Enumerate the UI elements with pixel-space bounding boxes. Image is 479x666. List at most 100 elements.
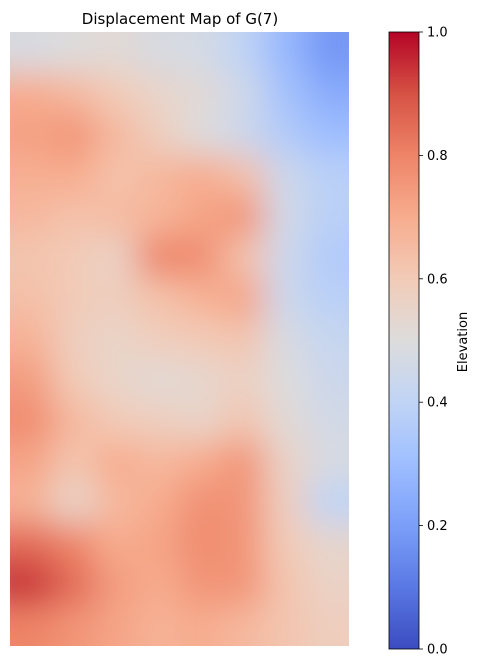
colorbar-tick-label: 0.8 xyxy=(427,149,448,164)
heatmap-cell xyxy=(179,195,223,238)
heatmap-cell xyxy=(306,318,349,360)
heatmap-cell xyxy=(264,523,308,565)
heatmap-cell xyxy=(52,113,96,156)
heatmap-cell xyxy=(10,441,53,483)
heatmap-cell xyxy=(179,523,223,565)
heatmap-cell xyxy=(94,154,138,197)
heatmap-cell xyxy=(137,195,181,238)
heatmap-cell xyxy=(52,318,96,360)
heatmap-cell xyxy=(52,154,96,197)
heatmap-cell xyxy=(221,195,265,238)
heatmap-cell xyxy=(94,195,138,238)
heatmap-cell xyxy=(10,154,53,197)
heatmap-cell xyxy=(52,605,96,646)
heatmap-cell xyxy=(137,482,181,524)
heatmap-cell xyxy=(264,564,308,606)
heatmap-cell xyxy=(179,605,223,646)
heatmap-cell xyxy=(94,523,138,565)
heatmap-cell xyxy=(221,113,265,156)
heatmap-cell xyxy=(10,605,53,646)
heatmap-cell xyxy=(52,400,96,442)
heatmap-cell xyxy=(10,72,53,115)
heatmap-cell xyxy=(94,482,138,524)
heatmap-cell xyxy=(94,605,138,646)
heatmap-cell xyxy=(264,32,308,74)
colorbar-tick-label: 0.4 xyxy=(427,396,448,411)
heatmap-cell xyxy=(10,400,53,442)
heatmap-cell xyxy=(94,441,138,483)
heatmap-cell xyxy=(306,113,349,156)
heatmap-cell xyxy=(264,318,308,360)
heatmap-cell xyxy=(52,482,96,524)
heatmap-cell xyxy=(137,523,181,565)
colorbar-gradient xyxy=(388,31,420,650)
heatmap-cell xyxy=(94,72,138,115)
heatmap-cell xyxy=(52,359,96,401)
heatmap-cell xyxy=(306,154,349,197)
heatmap-cell xyxy=(137,32,181,74)
heatmap-cell xyxy=(10,113,53,156)
heatmap-cell xyxy=(221,400,265,442)
heatmap-cell xyxy=(264,236,308,279)
heatmap-cell xyxy=(94,400,138,442)
heatmap-cell xyxy=(264,482,308,524)
heatmap-cell xyxy=(306,359,349,401)
heatmap-cell xyxy=(179,441,223,483)
heatmap-cell xyxy=(10,482,53,524)
heatmap-cell xyxy=(94,359,138,401)
heatmap-cell xyxy=(221,441,265,483)
heatmap-cell xyxy=(264,154,308,197)
colorbar-tick-label: 1.0 xyxy=(427,26,448,41)
heatmap-cell xyxy=(94,318,138,360)
heatmap-cell xyxy=(179,564,223,606)
heatmap-cell xyxy=(10,564,53,606)
heatmap-cell xyxy=(264,113,308,156)
heatmap-cell xyxy=(306,32,349,74)
heatmap-cell xyxy=(264,605,308,646)
heatmap-cell xyxy=(306,277,349,320)
heatmap-cell xyxy=(221,564,265,606)
heatmap-cell xyxy=(52,195,96,238)
heatmap-cell xyxy=(221,482,265,524)
heatmap-cell xyxy=(264,359,308,401)
heatmap-cell xyxy=(94,277,138,320)
heatmap-cells xyxy=(10,32,349,646)
heatmap-area xyxy=(10,32,349,646)
heatmap-cell xyxy=(137,318,181,360)
heatmap-cell xyxy=(306,605,349,646)
heatmap-cell xyxy=(94,564,138,606)
heatmap-cell xyxy=(221,236,265,279)
heatmap-cell xyxy=(137,113,181,156)
heatmap-cell xyxy=(221,154,265,197)
heatmap-cell xyxy=(52,277,96,320)
heatmap-cell xyxy=(179,32,223,74)
heatmap-cell xyxy=(264,195,308,238)
heatmap-cell xyxy=(264,400,308,442)
heatmap-cell xyxy=(179,277,223,320)
heatmap-cell xyxy=(221,318,265,360)
colorbar-tick-label: 0.0 xyxy=(427,643,448,658)
colorbar-tick-label: 0.2 xyxy=(427,519,448,534)
heatmap-cell xyxy=(306,482,349,524)
heatmap-cell xyxy=(179,318,223,360)
heatmap-cell xyxy=(306,564,349,606)
colorbar-ticks: 0.0 0.2 0.4 0.6 0.8 1.0 xyxy=(419,26,448,658)
heatmap-cell xyxy=(306,523,349,565)
heatmap-cell xyxy=(94,236,138,279)
heatmap-cell xyxy=(10,318,53,360)
heatmap-cell xyxy=(137,236,181,279)
heatmap-cell xyxy=(52,564,96,606)
heatmap-cell xyxy=(221,277,265,320)
heatmap-cell xyxy=(94,32,138,74)
heatmap-cell xyxy=(137,154,181,197)
heatmap-cell xyxy=(221,605,265,646)
heatmap-cell xyxy=(137,359,181,401)
heatmap-cell xyxy=(137,564,181,606)
heatmap-cell xyxy=(221,523,265,565)
heatmap-cell xyxy=(52,523,96,565)
heatmap-cell xyxy=(179,113,223,156)
heatmap-cell xyxy=(179,359,223,401)
heatmap-cell xyxy=(10,195,53,238)
heatmap-cell xyxy=(264,277,308,320)
